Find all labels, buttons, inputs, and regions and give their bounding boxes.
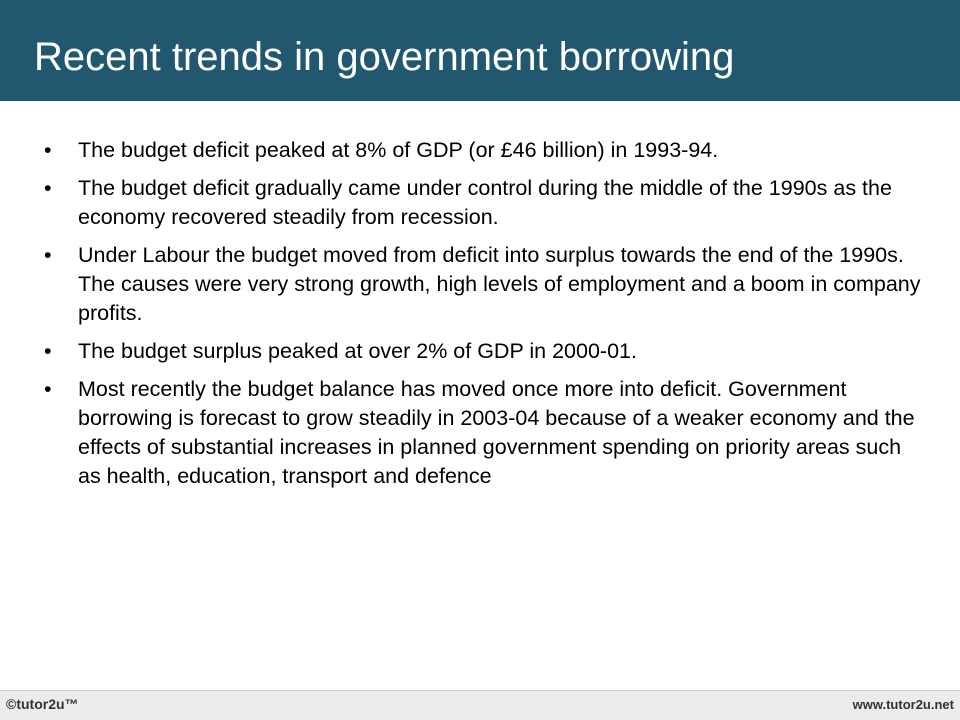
bullet-text: The budget deficit gradually came under … (78, 176, 892, 229)
slide-title: Recent trends in government borrowing (34, 35, 735, 79)
bullet-list: • The budget deficit peaked at 8% of GDP… (44, 136, 924, 500)
bullet-dot-icon: • (44, 339, 52, 363)
bullet-dot-icon: • (44, 138, 52, 162)
bullet-item: • The budget surplus peaked at over 2% o… (44, 337, 924, 366)
title-bar: Recent trends in government borrowing (0, 0, 960, 101)
bullet-text: The budget deficit peaked at 8% of GDP (… (78, 138, 719, 162)
bullet-dot-icon: • (44, 176, 52, 200)
bullet-text: Most recently the budget balance has mov… (78, 377, 915, 488)
bullet-text: Under Labour the budget moved from defic… (78, 243, 921, 325)
footer-brand-logo: ©tutor2u™ (6, 696, 79, 712)
bullet-item: • The budget deficit peaked at 8% of GDP… (44, 136, 924, 165)
bullet-dot-icon: • (44, 377, 52, 401)
footer-bar: ©tutor2u™ www.tutor2u.net (0, 690, 960, 720)
footer-url: www.tutor2u.net (852, 697, 954, 712)
bullet-dot-icon: • (44, 243, 52, 267)
bullet-item: • Most recently the budget balance has m… (44, 375, 924, 491)
bullet-item: • Under Labour the budget moved from def… (44, 241, 924, 328)
bullet-item: • The budget deficit gradually came unde… (44, 174, 924, 232)
bullet-text: The budget surplus peaked at over 2% of … (78, 339, 637, 363)
